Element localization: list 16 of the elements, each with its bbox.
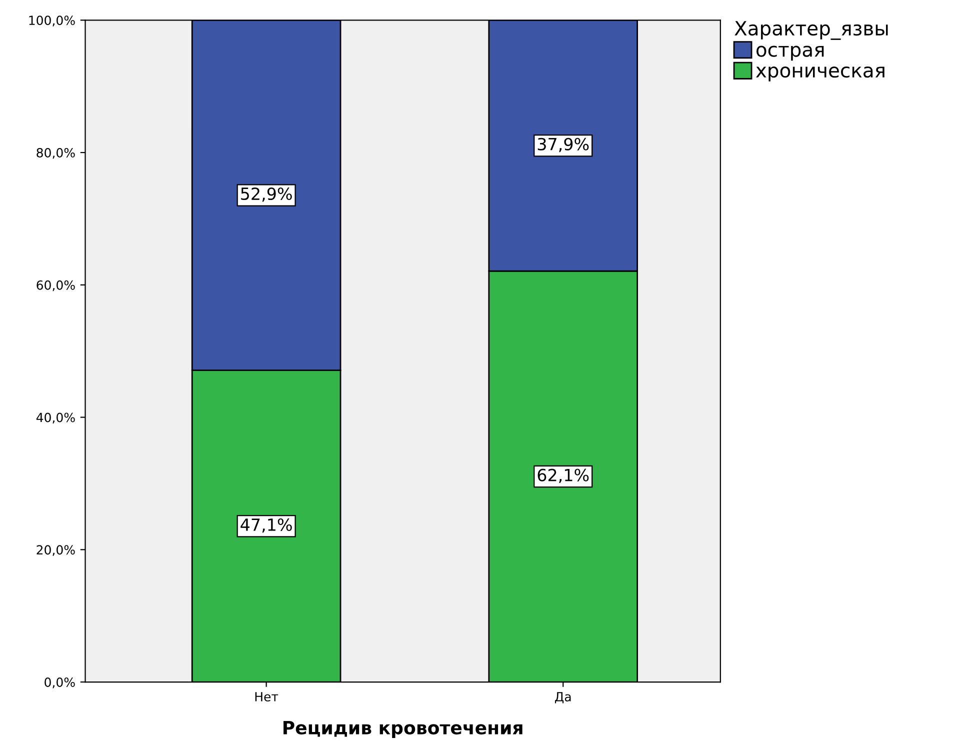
legend-label: острая	[756, 46, 824, 61]
y-tick-label: 0,0%	[44, 677, 75, 688]
data-label: 37,9%	[538, 138, 589, 152]
x-tick-label: Нет	[255, 692, 278, 702]
x-axis-title: Рецидив кровотечения	[284, 721, 522, 738]
legend-label: хроническая	[756, 66, 884, 82]
data-label: 52,9%	[241, 187, 292, 202]
legend-title: Характер_язвы	[734, 21, 888, 40]
y-tick-label: 80,0%	[36, 148, 75, 159]
data-label: 47,1%	[240, 518, 292, 533]
y-tick-label: 20,0%	[36, 545, 75, 556]
y-tick-label: 40,0%	[36, 412, 75, 424]
y-tick-label: 100,0%	[29, 16, 75, 26]
data-label: 62,1%	[538, 468, 589, 484]
x-tick-label: Да	[555, 692, 571, 704]
y-tick-label: 60,0%	[36, 280, 75, 292]
